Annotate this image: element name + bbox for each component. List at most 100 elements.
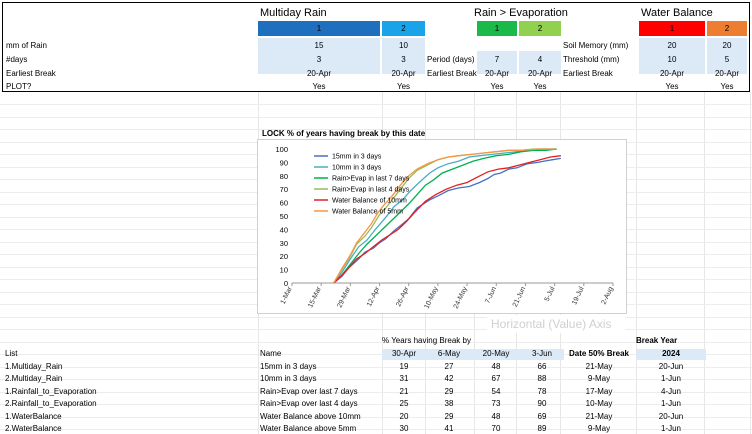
mr-value-1: Yes	[312, 82, 326, 91]
wb-value-1: 10	[667, 55, 677, 64]
wb-value-2: 20-Apr	[714, 69, 739, 78]
wb-value-2: Yes	[720, 82, 734, 91]
re-col1-header: 1	[477, 21, 517, 36]
row-value: 41	[444, 424, 454, 433]
row-label: #days	[6, 55, 28, 64]
grid-row-line	[0, 367, 752, 368]
y-tick-label: 100	[275, 145, 288, 154]
row-year: 20-Jun	[658, 411, 684, 421]
row-value: 88	[537, 374, 547, 383]
row-value: 21	[399, 386, 409, 396]
grid-row-line	[0, 354, 752, 355]
legend-label: 15mm in 3 days	[332, 154, 382, 161]
header-date: 20-May	[472, 349, 520, 360]
row-label: PLOT?	[6, 82, 32, 91]
row-value: 73	[491, 399, 501, 408]
row-value: 67	[491, 374, 501, 383]
row-value: 31	[399, 374, 409, 383]
y-tick-label: 20	[280, 252, 288, 261]
re-col2-label: 2	[537, 24, 543, 33]
mr-value-2: 3	[401, 55, 406, 64]
row-median: 9-May	[587, 424, 611, 433]
row-label: mm of Rain	[6, 41, 47, 50]
grid-row-line	[0, 404, 752, 405]
re-value-2: 20-Apr	[527, 69, 552, 78]
legend-label: Water Balance of 10mm	[332, 198, 407, 205]
re-value-2: 4	[537, 55, 543, 64]
wb-col2-header: 2	[707, 21, 747, 36]
x-tick-label: 5-Jul	[544, 285, 557, 302]
grid-row-line	[0, 117, 752, 118]
y-tick-label: 80	[280, 172, 288, 181]
wb-col1-header: 1	[639, 21, 705, 36]
row-median: 21-May	[585, 411, 613, 421]
y-tick-label: 60	[280, 199, 288, 208]
x-tick-label: 24-May	[453, 285, 469, 310]
wb-value-1: 20-Apr	[659, 69, 684, 78]
row-value: 38	[444, 399, 454, 408]
y-tick-label: 50	[280, 212, 288, 221]
row-value: 29	[444, 386, 454, 396]
row-value: 48	[491, 361, 501, 371]
header-date: 6-May	[426, 349, 472, 360]
legend-label: Water Balance of 5mm	[332, 209, 403, 216]
x-tick-label: 12-Apr	[366, 285, 382, 308]
row-year: 1-Jun	[660, 424, 681, 433]
series-line-3	[333, 148, 557, 284]
row-value: 19	[399, 361, 409, 371]
row-value: 66	[537, 361, 547, 371]
x-tick-label: 26-Apr	[395, 285, 411, 308]
re-value-1: Yes	[490, 82, 504, 91]
row-value: 48	[491, 411, 501, 421]
row-list: 2.WaterBalance	[5, 424, 62, 433]
wb-row-label: Earliest Break	[563, 69, 613, 78]
row-list: 1.Rainfall_to_Evaporation	[5, 386, 97, 396]
mr-value-1: 20-Apr	[306, 69, 331, 78]
series-line-5	[333, 155, 561, 284]
chart-title: LOCK % of years having break by this dat…	[262, 129, 426, 138]
y-tick-label: 10	[280, 266, 288, 275]
row-value: 27	[444, 361, 454, 371]
grid-column-line	[750, 92, 751, 434]
header-date: 3-Jun	[520, 349, 564, 360]
row-name: Rain>Evap over last 7 days	[260, 386, 358, 396]
row-median: 10-May	[585, 399, 613, 408]
chart-area: 0 10 20 30 40 50 60 70 80 90 100 1-Mar 15-Mar 29-Mar 1…	[257, 139, 627, 314]
re-row-label: Period (days)	[427, 55, 475, 64]
y-tick-label: 40	[280, 225, 288, 234]
row-value: 89	[537, 424, 547, 433]
x-tick-label: 1-Mar	[280, 285, 294, 305]
re-col2-header: 2	[519, 21, 561, 36]
row-name: 10mm in 3 days	[260, 374, 317, 383]
horizontal-axis-title-box: Horizontal (Value) Axis	[487, 315, 625, 333]
row-list: 2.Rainfall_to_Evaporation	[5, 399, 97, 408]
row-value: 69	[537, 411, 547, 421]
x-tick-label: 21-Jun	[512, 286, 527, 308]
re-band-1	[477, 51, 517, 74]
group-title-rain-evap: Rain > Evaporation	[474, 7, 568, 19]
row-value: 29	[444, 411, 454, 421]
wb-col1-label: 1	[669, 24, 675, 33]
header-list: List	[5, 349, 18, 358]
mr-value-1: 3	[316, 55, 322, 64]
re-row-label: Earliest Break	[427, 69, 477, 78]
row-value: 25	[399, 399, 409, 408]
y-tick-label: 30	[280, 239, 288, 248]
header-median: Date 50% Break	[568, 349, 630, 358]
wb-value-2: 20	[722, 41, 732, 50]
row-name: 15mm in 3 days	[260, 361, 317, 371]
wb-band-1	[639, 38, 705, 74]
row-year: 1-Jun	[660, 374, 681, 383]
series-line-6	[333, 148, 555, 284]
row-list: 1.Multiday_Rain	[5, 361, 63, 371]
wb-col2-label: 2	[724, 24, 730, 33]
re-value-2: Yes	[533, 82, 547, 91]
grid-row-line	[0, 329, 752, 330]
row-value: 90	[537, 399, 547, 408]
x-tick-label: 10-May	[424, 285, 440, 310]
mr-value-2: Yes	[396, 82, 411, 91]
mr-value-2: 10	[399, 41, 408, 50]
series-line-2	[333, 148, 555, 284]
grid-row-line	[0, 317, 752, 318]
grid-row-line	[0, 429, 752, 430]
